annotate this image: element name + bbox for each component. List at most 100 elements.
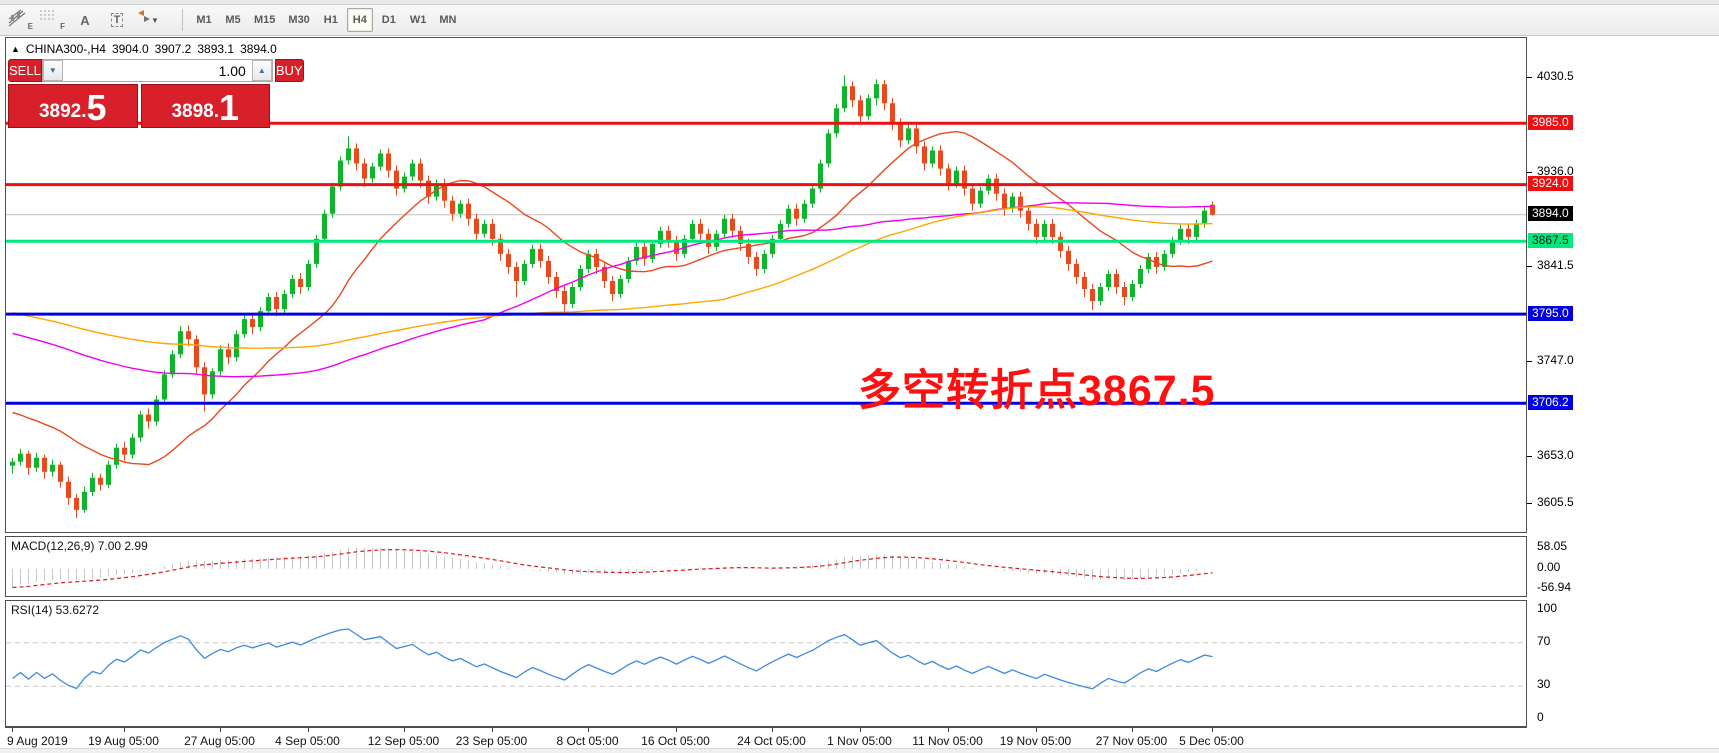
time-tick-mark (219, 728, 221, 732)
text-label-tool-button[interactable]: A (70, 8, 100, 32)
time-axis-label: 9 Aug 2019 (7, 734, 68, 748)
candlestick-chart-canvas[interactable] (6, 38, 1526, 532)
macd-signal-line (12, 549, 1213, 589)
time-tick-mark (11, 728, 13, 732)
price-tick-label: 3605.5 (1537, 495, 1574, 509)
rsi-label: RSI(14) 53.6272 (11, 603, 100, 617)
timeframe-button-h1[interactable]: H1 (323, 14, 338, 26)
macd-axis-label: 58.05 (1537, 539, 1568, 553)
timeframe-button-mn[interactable]: MN (439, 14, 457, 26)
timeframe-button-m1[interactable]: M1 (196, 14, 212, 26)
timeframe-button-d1[interactable]: D1 (381, 14, 396, 26)
price-tick-label: 3936.0 (1537, 164, 1574, 178)
time-axis-label: 23 Sep 05:00 (455, 734, 528, 748)
symbol-info-bar: ▲ CHINA300-,H4 3904.0 3907.2 3893.1 3894… (11, 42, 277, 56)
rsi-axis-label: 70 (1537, 634, 1551, 648)
chart-annotation-text[interactable]: 多空转折点3867.5 (858, 367, 1216, 415)
candles-layer (10, 75, 1215, 518)
price-axis[interactable]: 4030.5 3936.0 3841.5 3747.0 3653.0 3605.5 3985… (1527, 37, 1718, 748)
ohlc-low: 3893.1 (197, 42, 235, 56)
sell-price-big-digit: 5 (86, 87, 107, 128)
tool-sub-letter: F (60, 22, 65, 31)
chart-region: ▲ CHINA300-,H4 3904.0 3907.2 3893.1 3894… (5, 37, 1718, 748)
price-tick-label: 4030.5 (1537, 69, 1574, 83)
rsi-axis-label: 30 (1537, 677, 1551, 691)
one-click-trading-panel: SELL ▼ ▲ BUY 3892.5 3898.1 (8, 59, 304, 128)
timeframe-button-m15[interactable]: M15 (254, 14, 276, 26)
price-tick-mark (1527, 503, 1532, 504)
buy-button[interactable]: BUY (274, 59, 304, 82)
chart-toolbar: E F A T ▼ M1 M5 M15 M30 H1 H4 D1 W1 MN (0, 5, 1719, 36)
time-axis[interactable]: 9 Aug 2019 19 Aug 05:00 27 Aug 05:00 4 Sep … (5, 727, 1527, 748)
macd-indicator-pane[interactable]: MACD(12,26,9) 7.00 2.99 (5, 536, 1527, 597)
time-axis-label: 11 Nov 05:00 (912, 734, 983, 748)
time-tick-mark (1131, 728, 1133, 732)
time-axis-label: 4 Sep 05:00 (275, 734, 340, 748)
tool-sub-letter: E (27, 22, 33, 31)
time-tick-mark (491, 728, 493, 732)
time-axis-label: 8 Oct 05:00 (556, 734, 619, 748)
price-tick-mark (1527, 77, 1532, 78)
price-tick-label: 3747.0 (1537, 353, 1574, 367)
cycle-arrows-icon (138, 10, 150, 22)
time-axis-label: 12 Sep 05:00 (367, 734, 440, 748)
timeframe-button-m5[interactable]: M5 (225, 14, 241, 26)
boxed-t-icon: T (110, 13, 124, 27)
time-tick-mark (123, 728, 125, 732)
symbol-name: CHINA300-,H4 (25, 42, 106, 56)
ohlc-open: 3904.0 (111, 42, 149, 56)
collapse-triangle-icon[interactable]: ▲ (11, 44, 20, 54)
time-tick-mark (859, 728, 861, 732)
price-badge-3894.0: 3894.0 (1528, 206, 1573, 221)
price-badge-3867.5: 3867.5 (1528, 233, 1573, 248)
price-badge-3985.0: 3985.0 (1528, 115, 1573, 130)
rsi-indicator-pane[interactable]: RSI(14) 53.6272 (5, 600, 1527, 727)
timeframe-button-h4[interactable]: H4 (346, 8, 373, 32)
volume-input[interactable] (62, 60, 252, 81)
time-tick-mark (675, 728, 677, 732)
timeframe-button-group: M1 M5 M15 M30 H1 H4 D1 W1 MN (191, 8, 464, 32)
sell-price-box[interactable]: 3892. 5 (8, 84, 138, 128)
toolbar-separator (182, 9, 183, 31)
macd-axis-label: 0.00 (1537, 560, 1561, 574)
volume-increase-button[interactable]: ▲ (251, 60, 272, 81)
window-bottom-edge (0, 748, 1719, 753)
grid-icon (40, 10, 54, 20)
macd-axis-label: -56.94 (1537, 580, 1572, 594)
cycle-lines-tool-button[interactable]: ▼ (134, 8, 174, 32)
buy-price-big-digit: 1 (219, 87, 240, 128)
price-badge-3795.0: 3795.0 (1528, 306, 1573, 321)
time-axis-label: 19 Nov 05:00 (999, 734, 1072, 748)
macd-canvas[interactable] (6, 537, 1526, 596)
price-tick-label: 3841.5 (1537, 258, 1574, 272)
time-tick-mark (307, 728, 309, 732)
grid-tool-button[interactable]: F (38, 8, 68, 32)
timeframe-button-m30[interactable]: M30 (288, 14, 310, 26)
buy-price-box[interactable]: 3898. 1 (140, 84, 270, 128)
time-tick-mark (403, 728, 405, 732)
volume-spinner: ▼ ▲ (41, 59, 273, 82)
time-tick-mark (947, 728, 949, 732)
time-axis-label: 5 Dec 05:00 (1179, 734, 1244, 748)
price-tick-mark (1527, 172, 1532, 173)
price-badge-3924.0: 3924.0 (1528, 176, 1573, 191)
rsi-axis-label: 100 (1537, 601, 1558, 615)
text-box-tool-button[interactable]: T (102, 8, 132, 32)
time-axis-label: 1 Nov 05:00 (827, 734, 892, 748)
price-tick-mark (1527, 361, 1532, 362)
time-axis-label: 24 Oct 05:00 (737, 734, 806, 748)
time-axis-label: 19 Aug 05:00 (88, 734, 159, 748)
price-badge-3706.2: 3706.2 (1528, 395, 1573, 410)
volume-decrease-button[interactable]: ▼ (42, 60, 63, 81)
sell-button[interactable]: SELL (8, 59, 42, 82)
timeframe-button-w1[interactable]: W1 (409, 14, 427, 26)
time-axis-label: 16 Oct 05:00 (641, 734, 710, 748)
time-axis-label: 27 Aug 05:00 (184, 734, 255, 748)
rsi-axis-label: 0 (1537, 710, 1544, 724)
moving-average-line-2[interactable] (12, 206, 1213, 349)
crosshair-hatch-tool-button[interactable]: E (6, 8, 36, 32)
price-tick-label: 3653.0 (1537, 448, 1574, 462)
rsi-canvas[interactable] (6, 601, 1526, 726)
hatch-chart-icon (8, 9, 26, 27)
macd-histogram (12, 547, 1213, 587)
